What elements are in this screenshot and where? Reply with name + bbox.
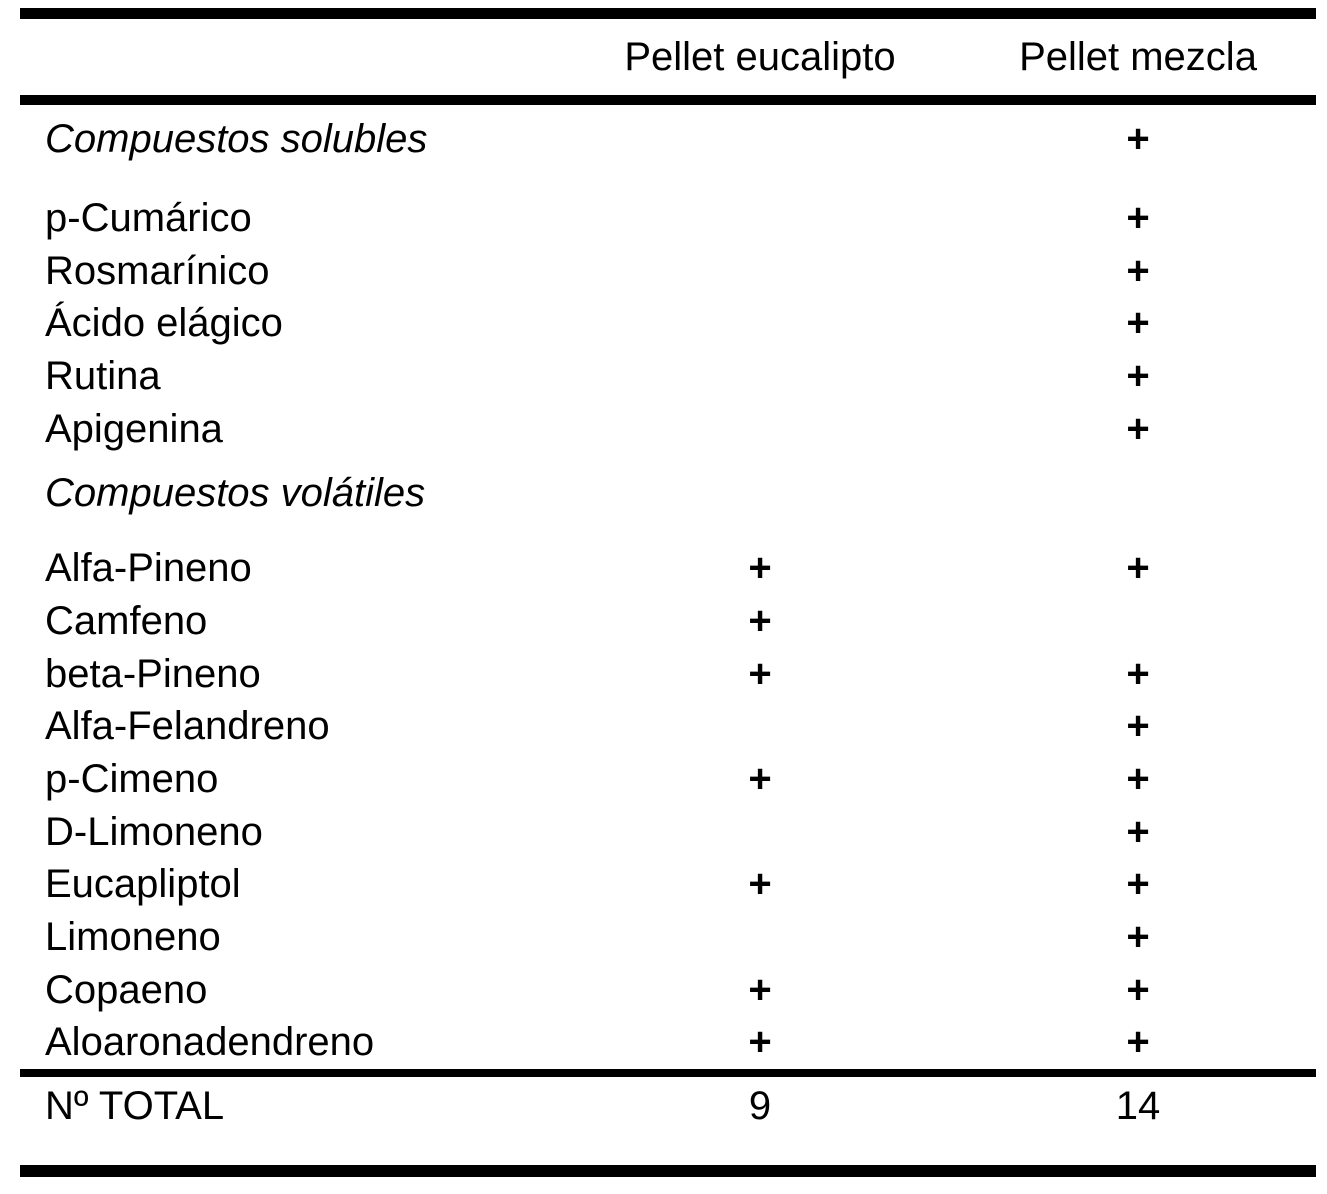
mezcla-cell: + xyxy=(1126,704,1150,749)
compound-name: beta-Pineno xyxy=(45,651,261,696)
mezcla-cell: + xyxy=(1126,914,1150,959)
table-row: Aloaronadendreno + + xyxy=(20,1016,1316,1069)
table-row: Camfeno + xyxy=(20,595,1316,648)
compound-name: Rosmarínico xyxy=(45,248,270,293)
bottom-rule xyxy=(20,1164,1316,1177)
mezcla-cell: + xyxy=(1126,196,1150,241)
mezcla-cell: + xyxy=(1126,406,1150,451)
compound-name: Camfeno xyxy=(45,598,208,643)
top-rule xyxy=(20,8,1316,19)
mezcla-cell: + xyxy=(1126,862,1150,907)
compound-name: Alfa-Felandreno xyxy=(45,704,330,749)
table-row: Compuestos solubles + xyxy=(20,113,1316,166)
table-row: p-Cumárico + xyxy=(20,192,1316,245)
mezcla-cell: + xyxy=(1126,756,1150,801)
header-rule xyxy=(20,95,1316,105)
mezcla-cell: + xyxy=(1126,248,1150,293)
table-row: Rosmarínico + xyxy=(20,244,1316,297)
column-header-mezcla: Pellet mezcla xyxy=(1019,35,1257,79)
mezcla-cell: + xyxy=(1126,967,1150,1012)
total-eucalipto: 9 xyxy=(748,1083,772,1128)
mezcla-cell: + xyxy=(1126,117,1150,162)
mezcla-cell: + xyxy=(1126,1020,1150,1065)
compound-name: D-Limoneno xyxy=(45,809,263,854)
table-row: p-Cimeno + + xyxy=(20,753,1316,806)
compound-name: Apigenina xyxy=(45,406,223,451)
column-header-eucalipto: Pellet eucalipto xyxy=(624,35,896,79)
mezcla-cell: + xyxy=(1126,301,1150,346)
total-rule xyxy=(20,1068,1316,1077)
total-mezcla: 14 xyxy=(1115,1083,1161,1128)
compound-name: Alfa-Pineno xyxy=(45,546,252,591)
table-row: Ácido elágico + xyxy=(20,297,1316,350)
eucalipto-cell: + xyxy=(748,598,772,643)
compound-name: p-Cimeno xyxy=(45,756,219,801)
table-row: beta-Pineno + + xyxy=(20,647,1316,700)
total-label: Nº TOTAL xyxy=(45,1083,225,1128)
table-body: Compuestos solubles + p-Cumárico + Rosma… xyxy=(20,113,1316,1069)
eucalipto-cell: + xyxy=(748,546,772,591)
compound-name: Aloaronadendreno xyxy=(45,1020,375,1065)
total-row: Nº TOTAL 9 14 xyxy=(20,1077,1316,1135)
compound-name: p-Cumárico xyxy=(45,196,252,241)
header-row: Pellet eucalipto Pellet mezcla xyxy=(20,19,1316,95)
table-row: Eucapliptol + + xyxy=(20,858,1316,911)
mezcla-cell: + xyxy=(1126,809,1150,854)
compounds-table: Pellet eucalipto Pellet mezcla Compuesto… xyxy=(20,8,1316,1177)
mezcla-cell: + xyxy=(1126,546,1150,591)
mezcla-cell: + xyxy=(1126,354,1150,399)
eucalipto-cell: + xyxy=(748,651,772,696)
table-row: Alfa-Felandreno + xyxy=(20,700,1316,753)
table-row: Limoneno + xyxy=(20,911,1316,964)
eucalipto-cell: + xyxy=(748,967,772,1012)
compound-name: Ácido elágico xyxy=(45,301,283,346)
section-label: Compuestos volátiles xyxy=(45,471,426,516)
table-row: Rutina + xyxy=(20,350,1316,403)
table-row: Apigenina + xyxy=(20,402,1316,455)
compound-name: Eucapliptol xyxy=(45,862,241,907)
compound-name: Limoneno xyxy=(45,914,221,959)
compound-name: Rutina xyxy=(45,354,161,399)
table-row: Alfa-Pineno + + xyxy=(20,542,1316,595)
eucalipto-cell: + xyxy=(748,862,772,907)
table-row: Copaeno + + xyxy=(20,963,1316,1016)
table-row: D-Limoneno + xyxy=(20,805,1316,858)
section-label: Compuestos solubles xyxy=(45,117,428,162)
compound-name: Copaeno xyxy=(45,967,208,1012)
table-row: Compuestos volátiles xyxy=(20,467,1316,520)
mezcla-cell: + xyxy=(1126,651,1150,696)
eucalipto-cell: + xyxy=(748,1020,772,1065)
eucalipto-cell: + xyxy=(748,756,772,801)
